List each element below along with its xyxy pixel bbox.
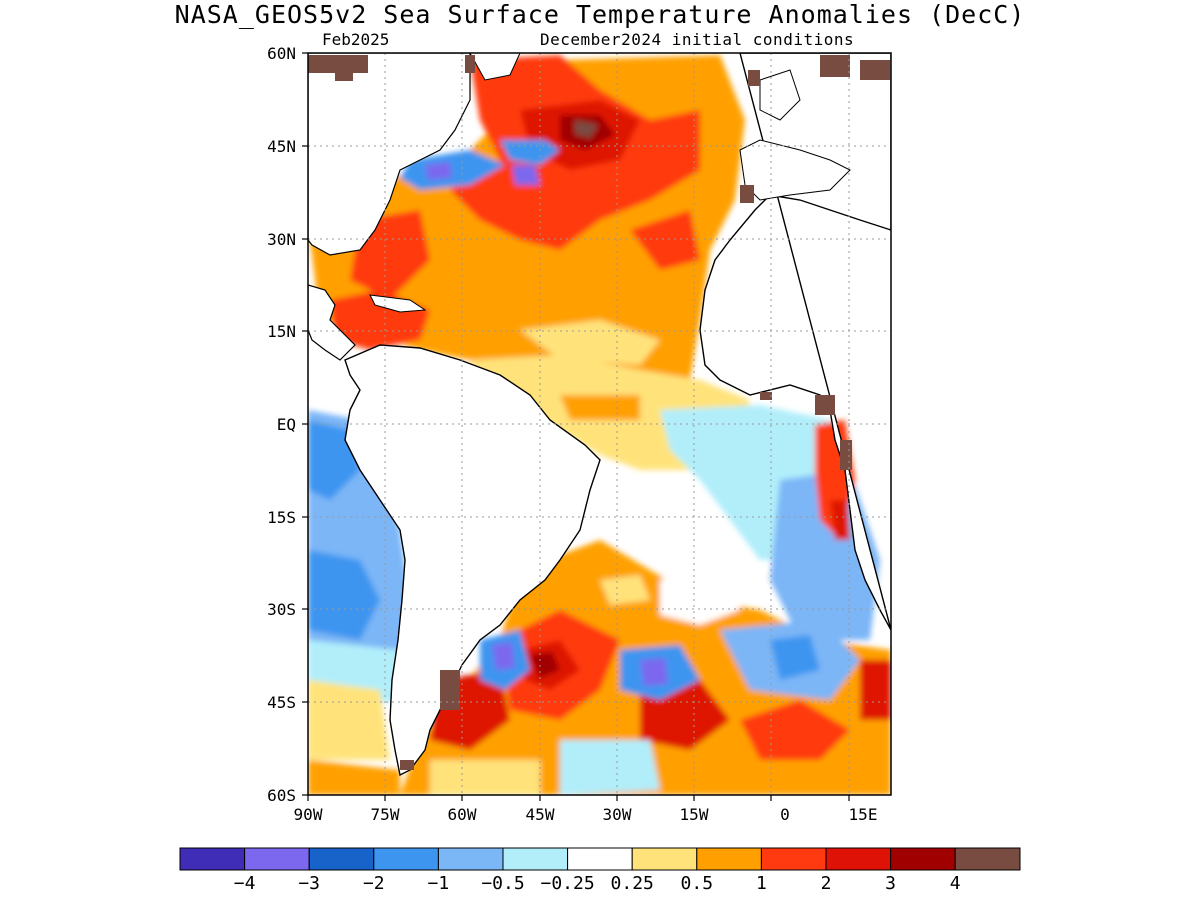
forecast-month-label: Feb2025 [322, 30, 390, 49]
colorbar-label-2: −3 [298, 873, 320, 894]
lat-label-30n: 30N [267, 230, 296, 249]
colorbar-bin-9 [696, 847, 762, 871]
colorbar-bin-1 [179, 847, 246, 871]
colorbar-bin-10 [760, 847, 827, 871]
colorbar-label-4: −1 [428, 873, 450, 894]
axis-ticks [302, 52, 850, 801]
colorbar: −4 −3 −2 −1 −0.5 −0.25 0.25 0.5 1 2 3 4 [179, 847, 1021, 894]
colorbar-label-7: 0.25 [611, 873, 654, 894]
lat-label-15s: 15S [267, 508, 296, 527]
colorbar-bin-3 [308, 847, 375, 871]
colorbar-label-8: 0.5 [681, 873, 714, 894]
colorbar-label-10: 2 [821, 873, 832, 894]
colorbar-label-11: 3 [885, 873, 896, 894]
colorbar-label-12: 4 [950, 873, 961, 894]
lat-label-15n: 15N [267, 322, 296, 341]
longitude-labels: 90W 75W 60W 45W 30W 15W 0 15E [294, 805, 878, 824]
colorbar-label-6: −0.25 [541, 873, 595, 894]
colorbar-bin-7 [567, 847, 633, 871]
colorbar-label-3: −2 [363, 873, 385, 894]
colorbar-bin-11 [825, 847, 892, 871]
lon-label-15e: 15E [849, 805, 878, 824]
graticule [308, 53, 891, 795]
colorbar-bin-4 [373, 847, 439, 871]
colorbar-bin-8 [631, 847, 698, 871]
lat-label-45s: 45S [267, 693, 296, 712]
colorbar-bin-6 [502, 847, 569, 871]
sst-anomaly-field [308, 53, 891, 795]
lon-label-45w: 45W [526, 805, 555, 824]
colorbar-bin-2 [244, 847, 310, 871]
colorbar-label-1: −4 [234, 873, 256, 894]
colorbar-label-9: 1 [756, 873, 767, 894]
coastal-anomaly-markers [308, 55, 890, 770]
lon-label-15w: 15W [680, 805, 709, 824]
colorbar-bin-5 [437, 847, 504, 871]
lat-label-30s: 30S [267, 600, 296, 619]
colorbar-bin-12 [890, 847, 956, 871]
lon-label-30w: 30W [603, 805, 632, 824]
colorbar-bin-13 [954, 847, 1021, 871]
lon-label-90w: 90W [294, 805, 323, 824]
colorbar-label-5: −0.5 [481, 873, 524, 894]
lat-label-60n: 60N [267, 44, 296, 63]
latitude-labels: 60N 45N 30N 15N EQ 15S 30S 45S 60S [267, 44, 296, 805]
lat-label-45n: 45N [267, 137, 296, 156]
initial-conditions-label: December2024 initial conditions [540, 30, 855, 49]
lon-label-0: 0 [780, 805, 790, 824]
lon-label-60w: 60W [448, 805, 477, 824]
lat-label-eq: EQ [277, 415, 296, 434]
lon-label-75w: 75W [371, 805, 400, 824]
lat-label-60s: 60S [267, 786, 296, 805]
map-title: NASA_GEOS5v2 Sea Surface Temperature Ano… [174, 0, 1026, 29]
